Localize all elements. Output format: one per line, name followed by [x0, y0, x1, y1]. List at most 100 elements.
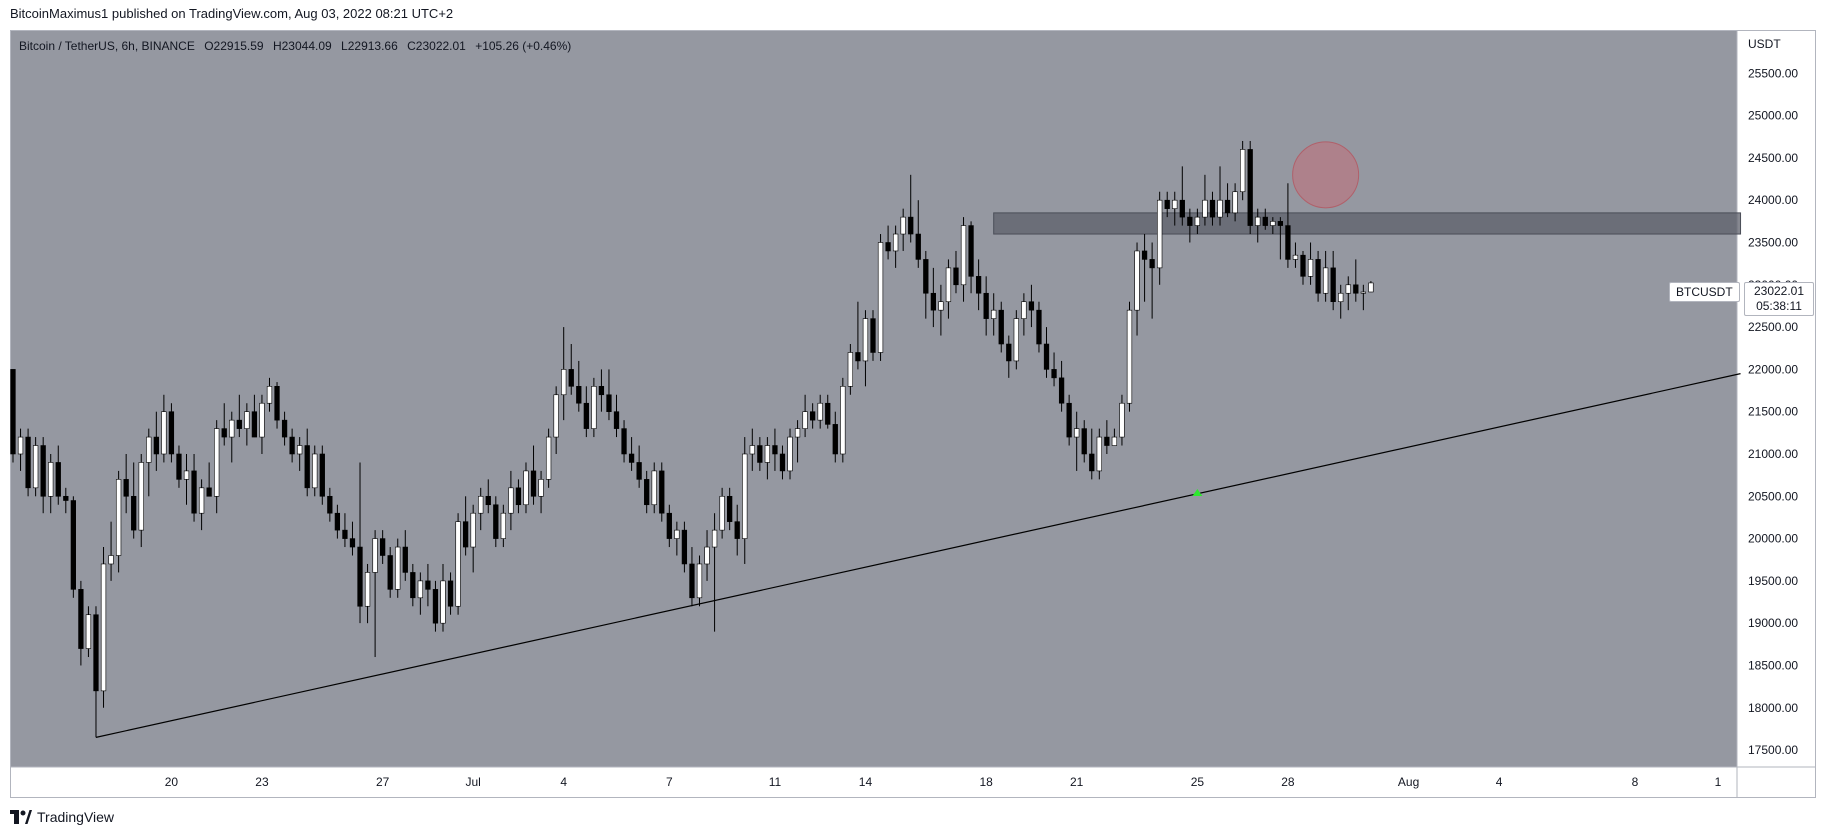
candle-body-down: [606, 394, 612, 412]
candle-body-down: [1006, 343, 1012, 362]
candle-body-down: [123, 479, 129, 497]
candle: [1247, 140, 1253, 235]
candle-body-up: [711, 529, 718, 548]
candle: [100, 547, 107, 708]
candle: [681, 521, 688, 573]
candle: [1194, 208, 1201, 235]
candle: [183, 453, 190, 505]
candle-body-down: [583, 402, 589, 429]
candle: [689, 547, 695, 607]
candle-body-down: [281, 419, 288, 438]
candle: [704, 530, 710, 581]
candle-body-down: [319, 453, 325, 497]
candle: [938, 284, 944, 336]
candle: [198, 479, 205, 531]
candle: [229, 411, 235, 463]
time-tick-label: 23: [255, 775, 269, 789]
candle-body-down: [432, 589, 439, 624]
candle-body-down: [485, 495, 491, 506]
candle: [455, 513, 461, 615]
candle-body-down: [1104, 436, 1110, 446]
candle-body-down: [681, 529, 688, 565]
candle: [1164, 191, 1170, 218]
candle-body-down: [885, 242, 891, 252]
candle-body-down: [462, 521, 469, 548]
candle: [1043, 327, 1050, 378]
candle: [1141, 234, 1148, 302]
candle-body-down: [1247, 149, 1253, 226]
candle-body-up: [1307, 259, 1314, 277]
tradingview-logo[interactable]: TradingView: [10, 809, 114, 825]
candle: [1209, 191, 1216, 226]
candle-body-down: [870, 318, 876, 353]
candle: [1300, 250, 1306, 285]
candle-body-down: [908, 216, 914, 235]
candle: [327, 487, 333, 522]
candle: [48, 453, 54, 514]
time-tick-label: 28: [1281, 775, 1295, 789]
candle: [176, 445, 182, 488]
symbol-label[interactable]: Bitcoin / TetherUS, 6h, BINANCE: [19, 39, 195, 53]
candle-body-down: [251, 411, 258, 438]
candle-body-up: [297, 445, 303, 455]
price-axis-currency: USDT: [1748, 37, 1781, 51]
candle: [440, 563, 446, 632]
candle-body-up: [749, 445, 755, 455]
candle-body-down: [825, 402, 831, 425]
candle: [380, 530, 386, 564]
candle-body-down: [923, 259, 929, 294]
time-tick-label: Aug: [1398, 775, 1419, 789]
ticker-badge: BTCUSDT: [1669, 282, 1740, 302]
candle-body-up: [561, 369, 567, 396]
candle-body-up: [1368, 282, 1374, 293]
candle: [1051, 352, 1057, 387]
candle-body-up: [440, 580, 446, 624]
candle: [153, 411, 159, 471]
candle: [387, 547, 393, 598]
candle-body-up: [244, 411, 250, 429]
candle: [1066, 394, 1072, 446]
candle-body-down: [953, 267, 959, 286]
candle: [168, 403, 175, 463]
candle: [146, 428, 152, 497]
candle: [40, 437, 46, 514]
candle: [1307, 242, 1314, 285]
candle-body-down: [930, 292, 936, 311]
candle: [772, 428, 778, 471]
low-label: L: [341, 39, 348, 53]
candle: [1006, 335, 1012, 378]
author-name[interactable]: BitcoinMaximus1: [10, 6, 109, 21]
candle: [742, 437, 748, 564]
candle-countdown: 05:38:11: [1756, 299, 1802, 313]
candle-body-up: [1338, 292, 1344, 303]
candle-body-up: [259, 402, 265, 438]
price-tick-label: 21000.00: [1748, 447, 1798, 461]
candle-body-up: [32, 445, 39, 489]
current-price: 23022.01: [1753, 284, 1805, 298]
candle-body-down: [176, 453, 182, 480]
candle: [1224, 183, 1231, 218]
candle: [561, 327, 567, 421]
time-tick-label: 8: [1632, 775, 1639, 789]
candle: [968, 221, 974, 294]
price-tick-label: 17500.00: [1748, 743, 1798, 757]
candle: [1322, 250, 1329, 302]
candle-body-down: [78, 589, 84, 649]
candle-body-up: [545, 436, 552, 480]
candle: [991, 293, 997, 336]
candle-body-down: [568, 369, 574, 387]
ascending-trendline: [95, 373, 1741, 738]
chart-legend[interactable]: Bitcoin / TetherUS, 6h, BINANCE O22915.5…: [19, 39, 571, 53]
high-value: 23044.09: [281, 39, 332, 53]
candle: [312, 445, 318, 497]
candle: [606, 369, 612, 421]
candle: [900, 208, 906, 251]
candle-body-up: [372, 538, 378, 573]
time-tick-label: 1: [1715, 775, 1722, 789]
candle-body-up: [1322, 267, 1329, 294]
time-tick-label: 7: [666, 775, 673, 789]
candle: [923, 250, 929, 319]
candle: [757, 437, 763, 471]
candle-body-down: [515, 487, 522, 506]
